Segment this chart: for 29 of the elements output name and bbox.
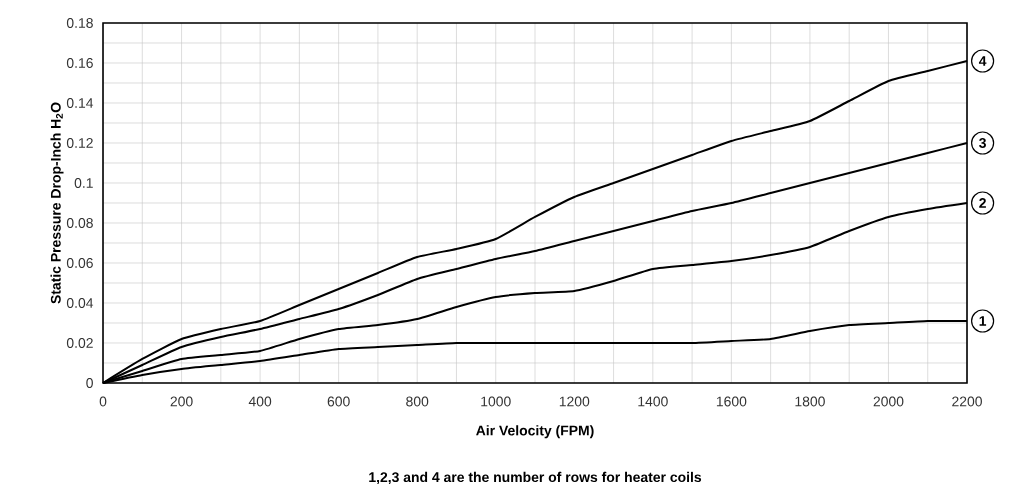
x-tick-label: 1800 — [795, 396, 825, 407]
x-tick-label: 400 — [248, 396, 272, 407]
y-axis-title: Static Pressure Drop-Inch H$_{2}$O — [50, 102, 64, 304]
y-tick-label: 0 — [86, 378, 93, 388]
y-tick-label: 0.1 — [74, 178, 93, 188]
x-tick-label: 800 — [406, 396, 429, 407]
x-axis-title: Air Velocity (FPM) — [476, 425, 594, 439]
x-tick-label: 2000 — [873, 396, 904, 407]
x-tick-label: 1000 — [481, 396, 511, 407]
y-tick-label: 0.14 — [66, 98, 94, 108]
x-tick-label: 1400 — [638, 396, 668, 407]
y-tick-label: 0.08 — [66, 218, 93, 228]
y-tick-label: 0.18 — [66, 18, 93, 28]
x-tick-label: 2200 — [952, 396, 982, 407]
y-tick-label: 0.16 — [66, 58, 93, 68]
y-tick-label: 0.06 — [66, 258, 93, 268]
legend-label: 3 — [979, 138, 986, 148]
legend-label: 1 — [979, 316, 987, 326]
y-tick-label: 0.12 — [66, 138, 93, 148]
x-tick-label: 1200 — [559, 396, 590, 407]
x-tick-label: 0 — [99, 396, 107, 407]
legend-label: 2 — [979, 198, 986, 208]
x-tick-label: 600 — [327, 396, 350, 407]
x-tick-label: 1600 — [716, 396, 747, 407]
legend-label: 4 — [978, 56, 987, 66]
x-tick-label: 200 — [170, 396, 193, 407]
y-tick-label: 0.04 — [66, 298, 94, 308]
text: 1,2,3 and 4 are the number of rows for heater coils — [369, 471, 702, 485]
y-tick-label: 0.02 — [66, 338, 93, 348]
